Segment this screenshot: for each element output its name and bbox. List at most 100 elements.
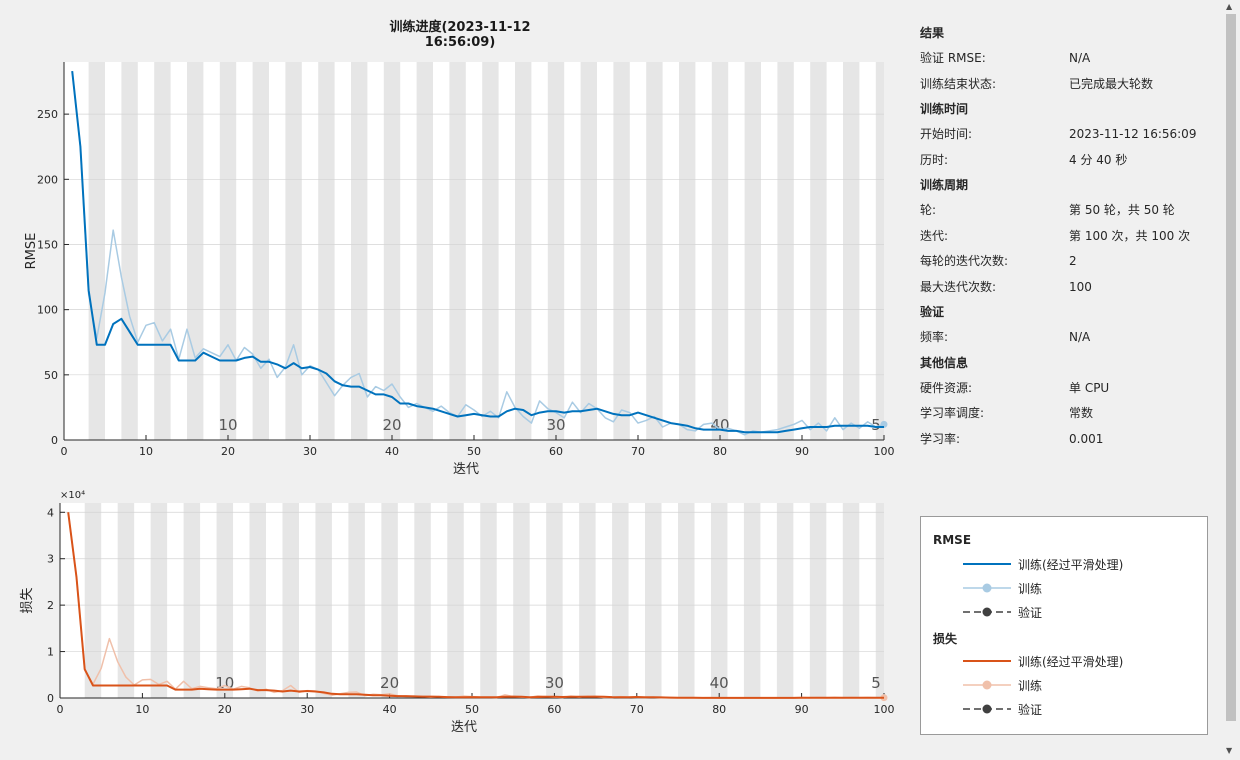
epoch-label: 30 [545,674,564,692]
smoothed-training-line [67,512,884,699]
x-tick-label: 10 [135,703,149,716]
scroll-down-icon[interactable]: ▼ [1226,746,1233,755]
info-row: 训练结束状态: 已完成最大轮数 [920,75,1210,101]
epoch-band [679,62,696,440]
x-tick-label: 100 [874,703,895,716]
x-tick-label: 70 [631,445,645,458]
smoothed-training-line [71,70,884,434]
x-tick-label: 40 [383,703,397,716]
legend-swatch [963,704,1011,714]
y-tick-label: 150 [37,238,58,251]
x-tick-label: 80 [712,703,726,716]
epoch-label: 40 [710,674,729,692]
epoch-band [646,62,663,440]
x-tick-label: 90 [795,703,809,716]
epoch-band [348,503,365,698]
info-label: 验证 RMSE: [920,51,986,65]
info-value: 2 [1069,254,1077,268]
y-tick-label: 4 [47,506,54,519]
epoch-band [381,503,398,698]
info-row: 学习率: 0.001 [920,430,1210,456]
info-section-heading: 训练时间 [920,102,969,116]
x-tick-label: 20 [218,703,232,716]
epoch-band [515,62,532,440]
legend-swatch [963,563,1011,565]
legend-label: 验证 [1018,703,1043,717]
info-row: 轮: 第 50 轮，共 50 轮 [920,201,1210,227]
legend-label: 训练(经过平滑处理) [1018,558,1124,572]
epoch-band [416,62,433,440]
info-label: 训练结束状态: [920,76,997,91]
legend-group-heading: RMSE [933,533,972,547]
info-value: 单 CPU [1069,380,1110,395]
legend-label: 验证 [1018,606,1043,620]
epoch-band [414,503,431,698]
x-tick-label: 0 [61,445,68,458]
legend-swatch [963,607,1011,617]
epoch-band [447,503,464,698]
info-value: 已完成最大轮数 [1069,76,1154,91]
epoch-band [612,503,629,698]
scroll-up-icon[interactable]: ▲ [1226,2,1233,11]
epoch-band [678,503,695,698]
epoch-band [187,62,204,440]
info-label: 学习率调度: [920,406,985,420]
epoch-band [843,62,860,440]
info-value: N/A [1069,51,1091,65]
scroll-thumb[interactable] [1226,14,1236,721]
info-row: 硬件资源: 单 CPU [920,379,1210,405]
y-tick-label: 100 [37,304,58,317]
epoch-band [315,503,332,698]
epoch-band [383,62,401,440]
epoch-band [252,62,269,440]
info-label: 轮: [920,203,937,217]
epoch-band [121,62,138,440]
epoch-band [743,503,761,698]
x-tick-label: 80 [713,445,727,458]
legend-swatch [963,583,1011,593]
epoch-band [875,503,884,698]
x-tick-label: 30 [300,703,314,716]
epoch-band [154,62,171,440]
vertical-scrollbar[interactable]: ▲ ▼ [1222,0,1240,760]
info-row: 迭代: 第 100 次，共 100 次 [920,227,1210,253]
epoch-band [744,62,761,440]
x-tick-label: 50 [467,445,481,458]
epoch-band [351,62,368,440]
epoch-band [546,503,563,698]
epoch-band [645,503,662,698]
info-section-heading: 验证 [920,305,945,319]
epoch-band [219,62,237,440]
legend-label: 训练 [1018,679,1043,693]
info-value: N/A [1069,330,1091,344]
x-axis-label: 迭代 [453,462,479,477]
epoch-band [547,62,565,440]
info-label: 开始时间: [920,127,973,141]
x-axis-label: 迭代 [451,720,477,735]
epoch-band [810,62,827,440]
info-row: 最大迭代次数: 100 [920,278,1210,304]
epoch-band [183,503,201,698]
epoch-band [579,503,596,698]
y-tick-label: 3 [47,553,54,566]
x-tick-label: 60 [547,703,561,716]
info-value: 第 100 次，共 100 次 [1069,228,1191,243]
epoch-band [842,503,860,698]
info-row: 验证 RMSE: N/A [920,49,1210,75]
x-tick-label: 0 [57,703,64,716]
y-axis-label: 损失 [20,587,35,613]
info-row: 每轮的迭代次数: 2 [920,252,1210,278]
legend-swatch [963,660,1011,662]
chart-title: 训练进度(2023-11-12 16:56:09) [389,20,531,50]
epoch-label: 20 [382,416,401,434]
info-value: 0.001 [1069,431,1104,446]
y-tick-label: 0 [47,692,54,705]
legend-swatch [963,680,1011,690]
info-value: 常数 [1069,406,1094,420]
x-tick-label: 90 [795,445,809,458]
epoch-band [285,62,302,440]
info-value: 2023-11-12 16:56:09 [1069,127,1197,141]
epoch-band [809,503,827,698]
info-value: 第 50 轮，共 50 轮 [1069,203,1175,217]
